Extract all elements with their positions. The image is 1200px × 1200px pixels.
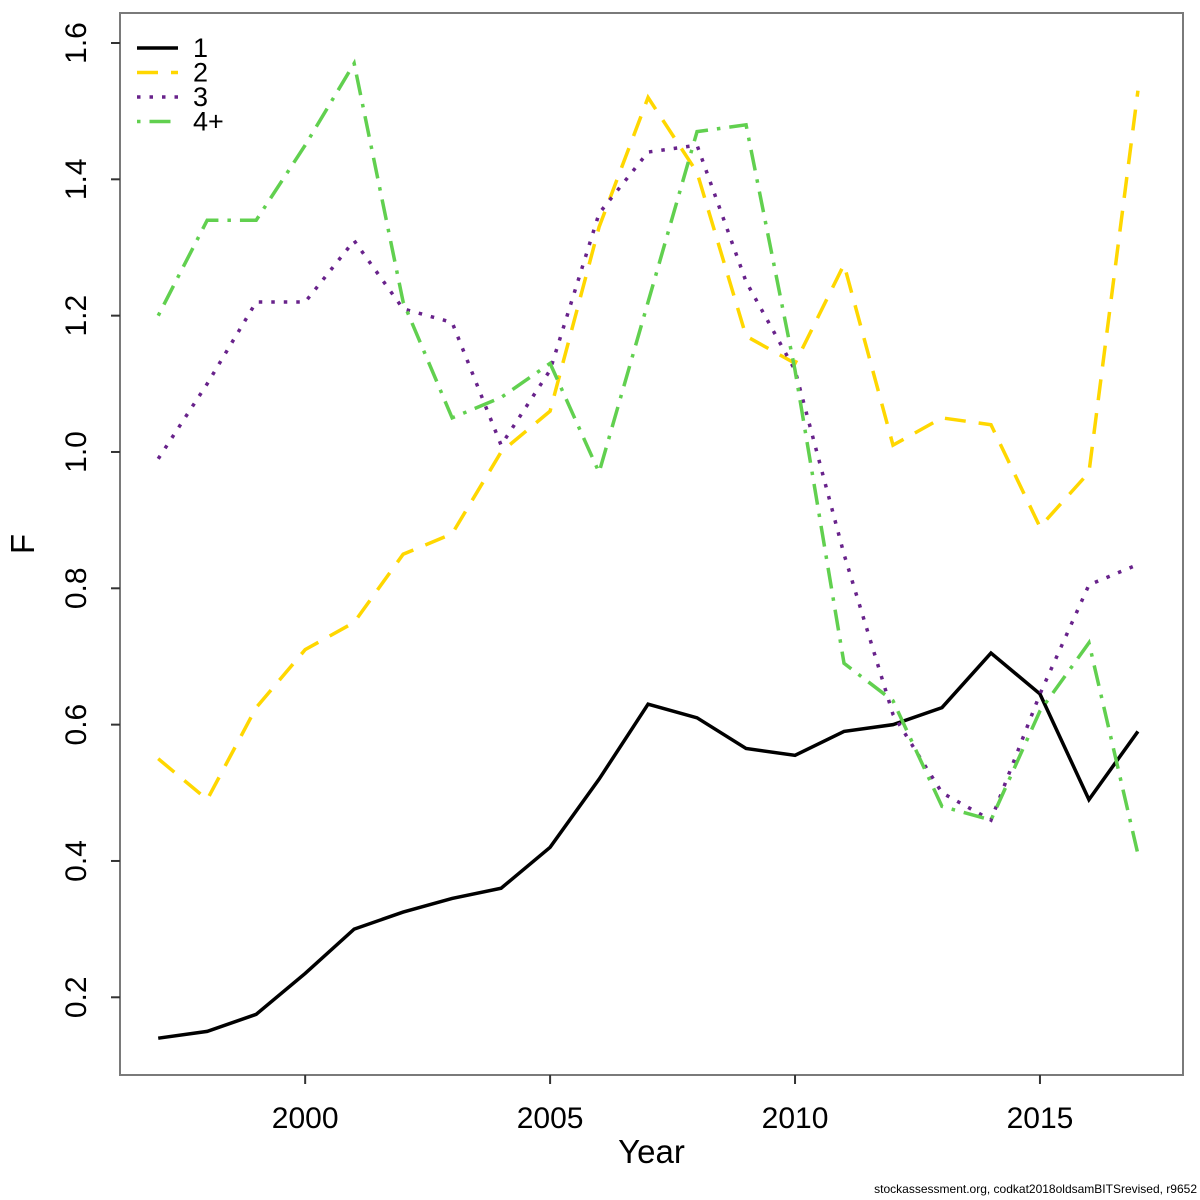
x-tick-label: 2015 xyxy=(1007,1102,1074,1135)
series-line-2 xyxy=(157,90,1140,803)
x-tick-label: 2005 xyxy=(517,1102,584,1135)
legend-label-4+: 4+ xyxy=(193,107,224,137)
x-tick-label: 2000 xyxy=(272,1102,339,1135)
y-tick-label: 1.2 xyxy=(60,295,93,337)
y-tick-label: 0.4 xyxy=(60,840,93,882)
plot-border xyxy=(119,12,1184,1076)
y-tick-label: 1.0 xyxy=(60,431,93,473)
footer-credit-text: stockassessment.org, codkat2018oldsamBIT… xyxy=(874,1182,1197,1196)
y-tick-label: 0.6 xyxy=(60,704,93,746)
legend-label-1: 1 xyxy=(193,33,208,63)
series-line-1 xyxy=(157,650,1140,1040)
x-axis-title: Year xyxy=(618,1133,685,1170)
y-axis-title: F xyxy=(4,534,41,554)
y-tick-label: 0.8 xyxy=(60,567,93,609)
y-tick-label: 1.6 xyxy=(60,22,93,64)
y-tick-label: 1.4 xyxy=(60,158,93,200)
legend-label-2: 2 xyxy=(193,58,208,88)
series-line-3 xyxy=(156,143,1139,823)
x-tick-label: 2010 xyxy=(762,1102,829,1135)
series-line-4+ xyxy=(156,58,1140,855)
y-tick-label: 0.2 xyxy=(60,976,93,1018)
legend-label-3: 3 xyxy=(193,82,208,112)
